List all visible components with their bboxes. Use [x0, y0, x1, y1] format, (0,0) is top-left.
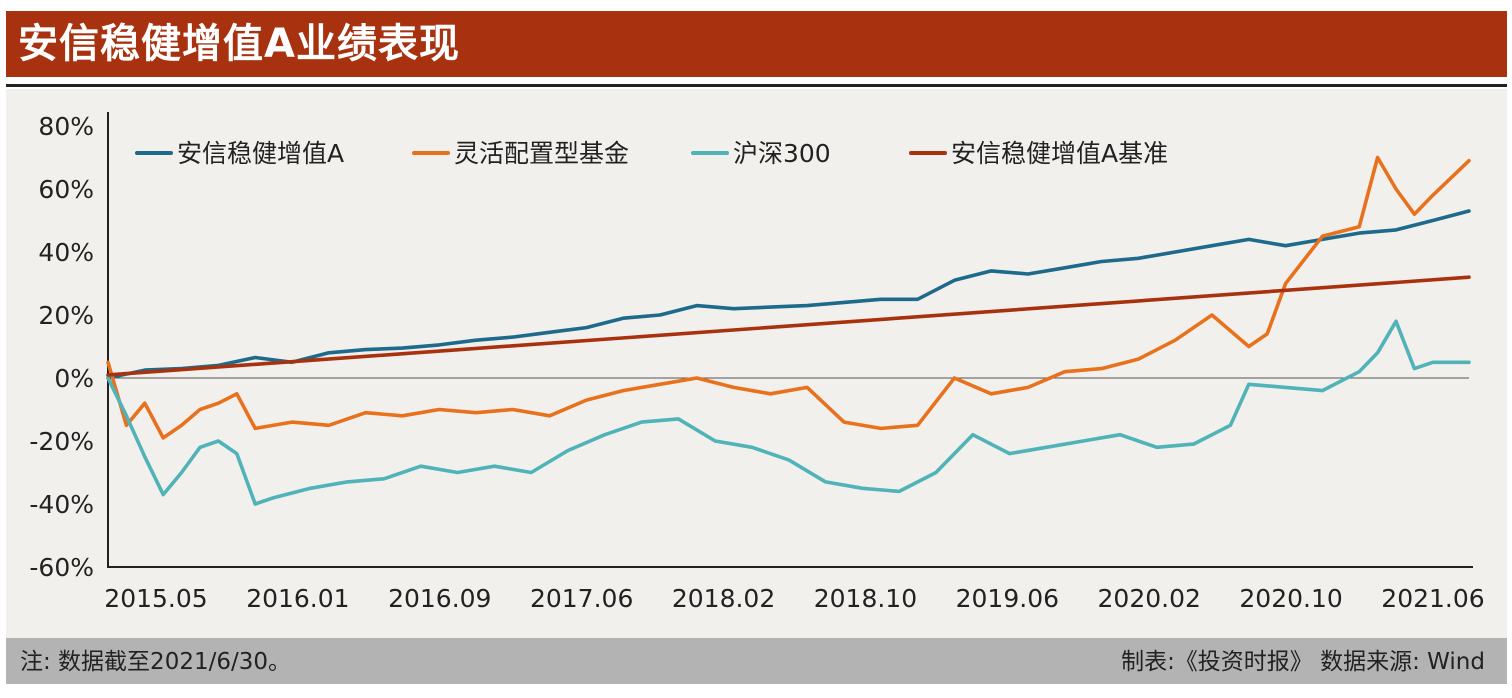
y-tick-label: 20%: [38, 301, 94, 330]
x-tick-label: 2016.01: [246, 584, 349, 613]
y-tick-label: -20%: [29, 427, 94, 456]
footer-bar: 注: 数据截至2021/6/30。 制表:《投资时报》 数据来源: Wind: [6, 638, 1507, 684]
y-tick-label: 40%: [38, 238, 94, 267]
x-tick-label: 2020.02: [1098, 584, 1201, 613]
plot-panel: 80% 60% 40% 20% 0% -20% -40% -60% 2015.05 2016.01…: [6, 89, 1507, 638]
legend-label: 安信稳健增值A基准: [951, 139, 1168, 168]
x-tick-label: 2015.05: [104, 584, 207, 613]
y-tick-label: -40%: [29, 490, 94, 519]
x-tick-label: 2018.02: [672, 584, 775, 613]
legend-label: 安信稳健增值A: [177, 139, 344, 168]
footnote: 注: 数据截至2021/6/30。: [20, 649, 291, 675]
x-tick-label: 2017.06: [530, 584, 633, 613]
x-tick-label: 2021.06: [1381, 584, 1484, 613]
series-line-3: [106, 319, 1471, 506]
series-line-2: [106, 155, 1471, 440]
legend-label: 沪深300: [733, 139, 831, 168]
series-line-1: [106, 209, 1471, 380]
x-tick-label: 2016.09: [388, 584, 491, 613]
y-tick-label: 60%: [38, 175, 94, 204]
x-tick-label: 2018.10: [814, 584, 917, 613]
x-tick-label: 2019.06: [956, 584, 1059, 613]
source-credit: 制表:《投资时报》 数据来源: Wind: [1121, 649, 1485, 675]
series-line-4: [106, 275, 1471, 377]
legend-label: 灵活配置型基金: [454, 139, 629, 168]
y-tick-label: 0%: [54, 364, 94, 393]
line-chart: 80% 60% 40% 20% 0% -20% -40% -60% 2015.05 2016.01…: [29, 112, 1485, 613]
chart-title: 安信稳健增值A业绩表现: [18, 21, 460, 67]
x-tick-label: 2020.10: [1239, 584, 1342, 613]
y-tick-label: 80%: [38, 112, 94, 141]
title-banner: 安信稳健增值A业绩表现: [6, 11, 1507, 77]
title-divider: [6, 84, 1507, 87]
y-tick-label: -60%: [29, 553, 94, 582]
